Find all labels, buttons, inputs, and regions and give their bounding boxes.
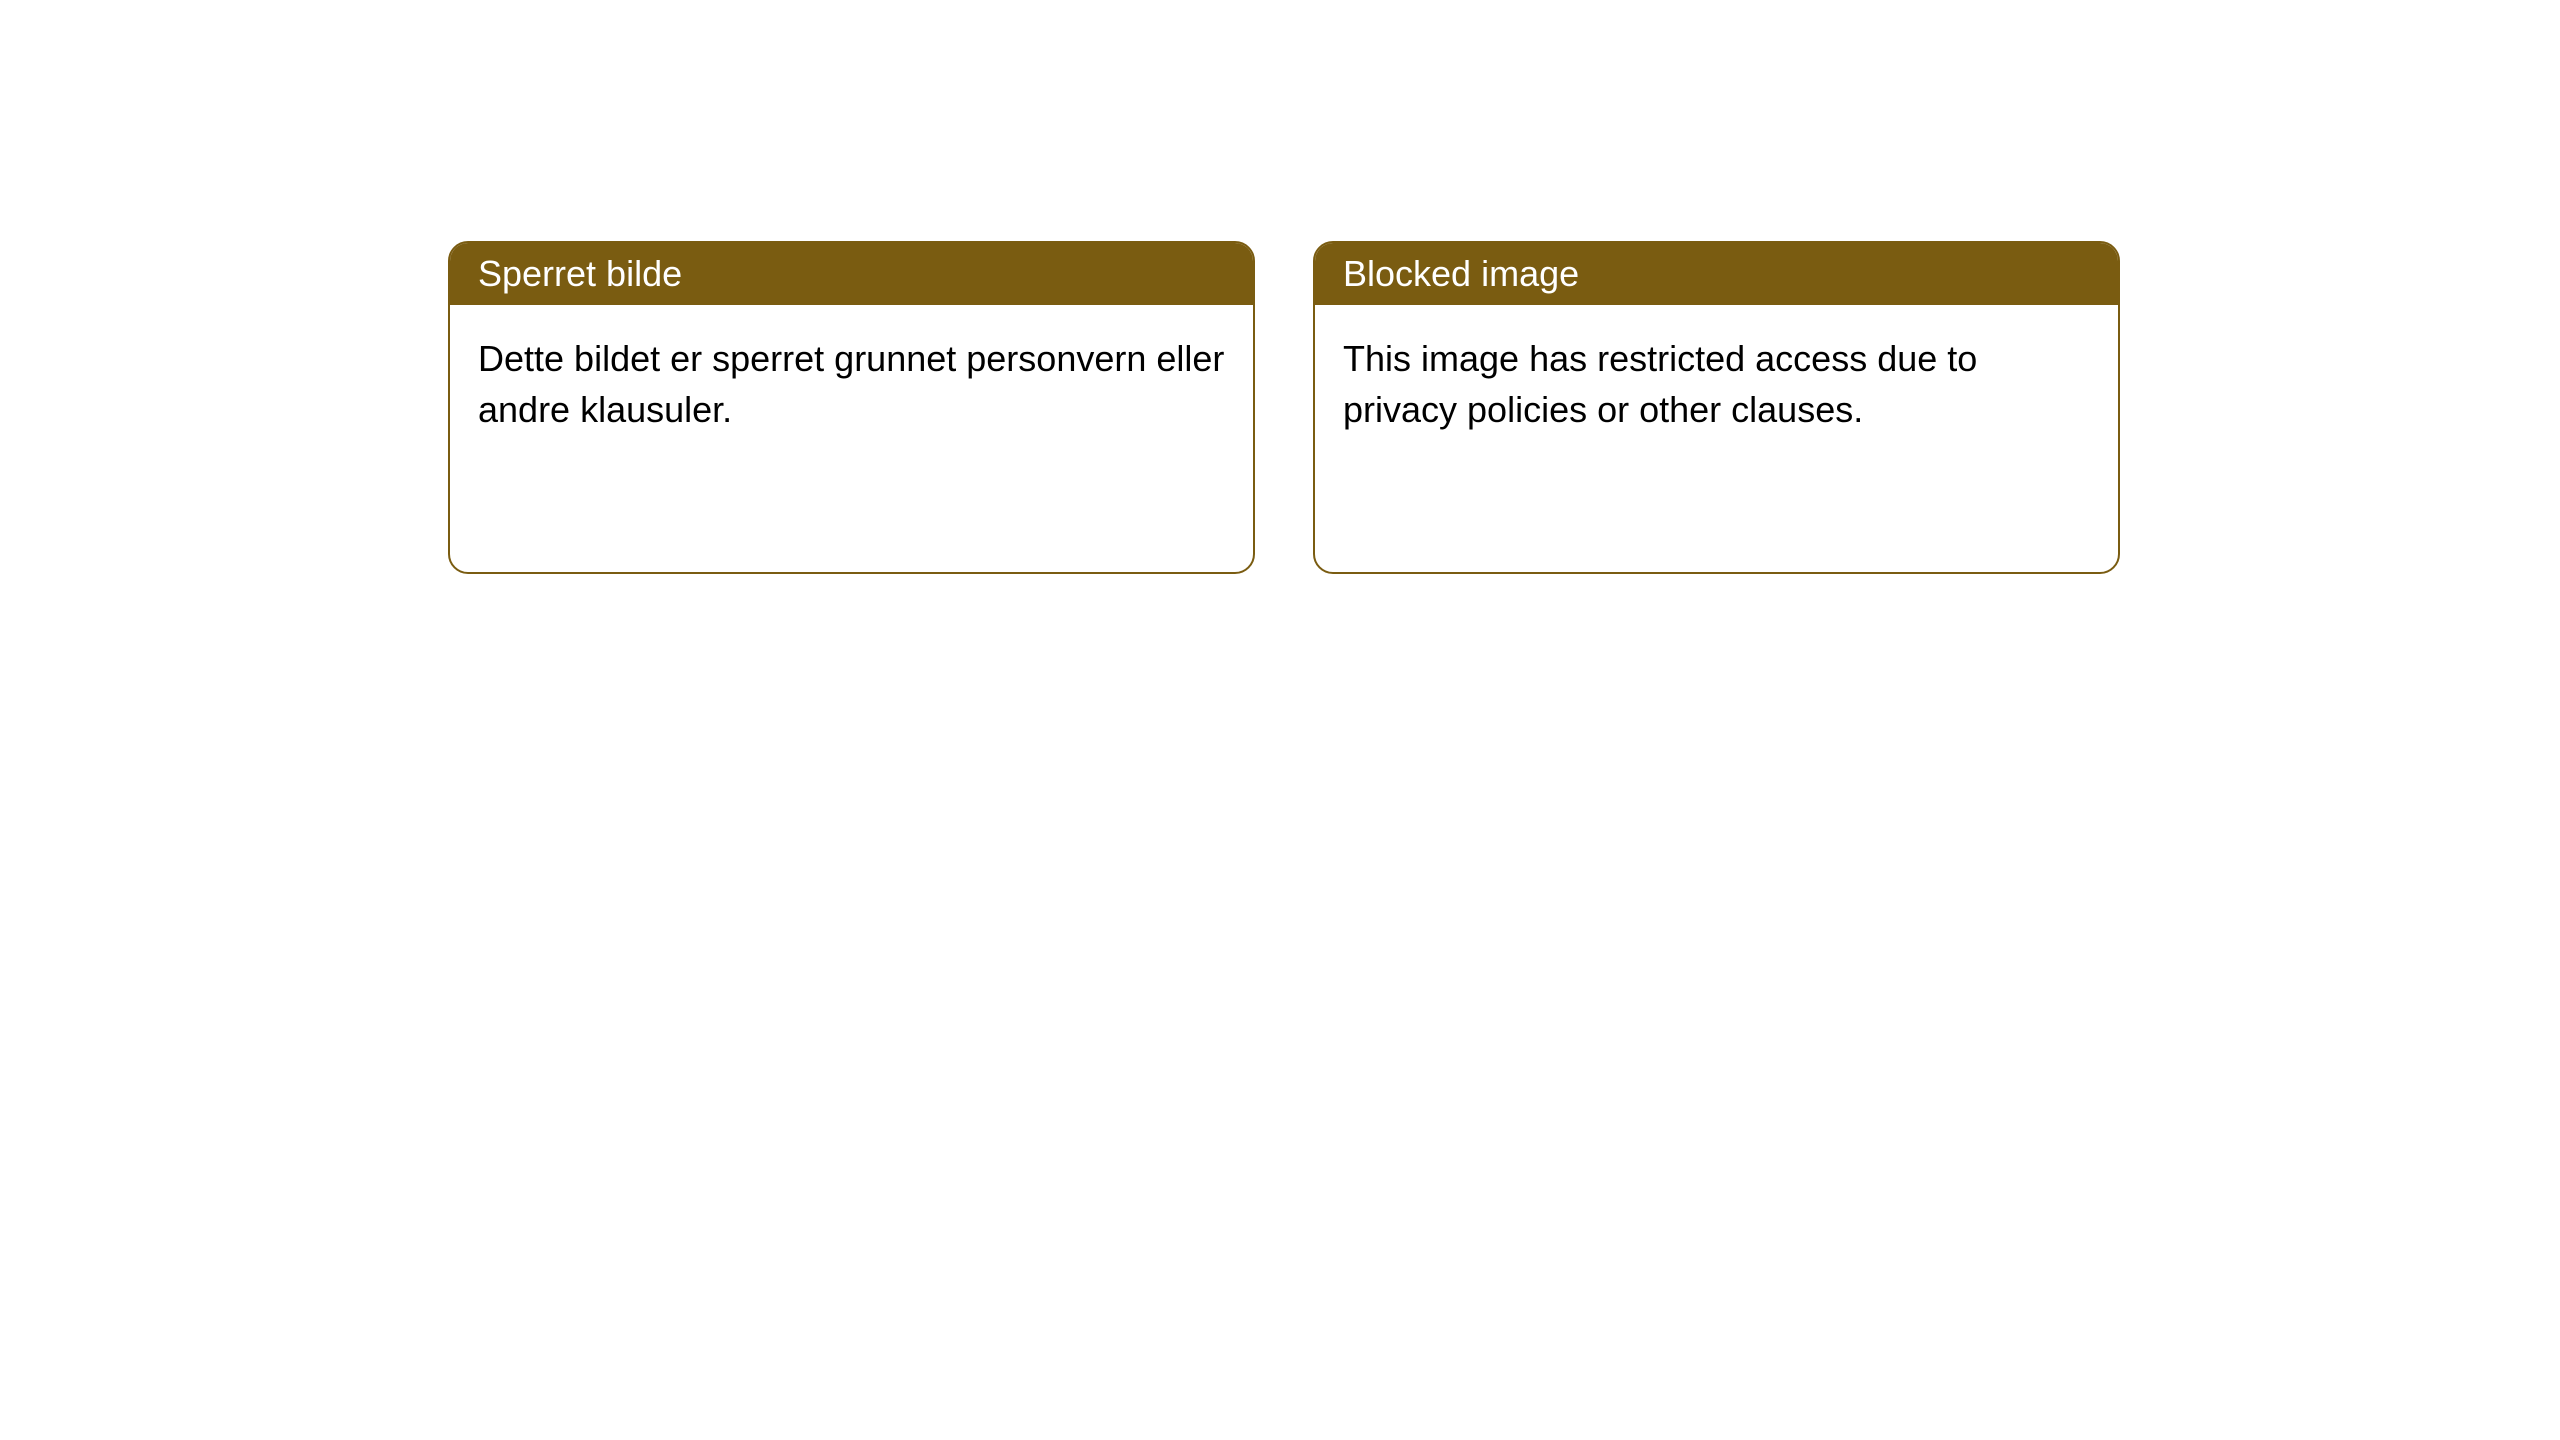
card-title-english: Blocked image — [1343, 253, 1579, 294]
blocked-image-card-norwegian: Sperret bilde Dette bildet er sperret gr… — [448, 241, 1255, 574]
notice-container: Sperret bilde Dette bildet er sperret gr… — [0, 0, 2560, 574]
card-text-english: This image has restricted access due to … — [1343, 338, 1977, 430]
card-body-norwegian: Dette bildet er sperret grunnet personve… — [450, 305, 1253, 463]
card-header-english: Blocked image — [1315, 243, 2118, 305]
blocked-image-card-english: Blocked image This image has restricted … — [1313, 241, 2120, 574]
card-text-norwegian: Dette bildet er sperret grunnet personve… — [478, 338, 1224, 430]
card-title-norwegian: Sperret bilde — [478, 253, 682, 294]
card-body-english: This image has restricted access due to … — [1315, 305, 2118, 463]
card-header-norwegian: Sperret bilde — [450, 243, 1253, 305]
